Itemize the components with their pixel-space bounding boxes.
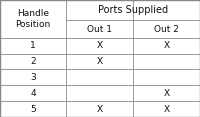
- Text: X: X: [96, 57, 103, 66]
- Text: X: X: [163, 89, 170, 98]
- Text: X: X: [96, 105, 103, 114]
- Text: 2: 2: [30, 57, 36, 66]
- Text: 4: 4: [30, 89, 36, 98]
- Text: Out 1: Out 1: [87, 25, 112, 34]
- Text: X: X: [96, 41, 103, 50]
- Text: 5: 5: [30, 105, 36, 114]
- Text: Ports Supplied: Ports Supplied: [98, 5, 168, 15]
- Text: X: X: [163, 41, 170, 50]
- Text: Out 2: Out 2: [154, 25, 179, 34]
- Text: Handle
Position: Handle Position: [15, 9, 51, 29]
- Text: 1: 1: [30, 41, 36, 50]
- Text: X: X: [163, 105, 170, 114]
- Text: 3: 3: [30, 73, 36, 82]
